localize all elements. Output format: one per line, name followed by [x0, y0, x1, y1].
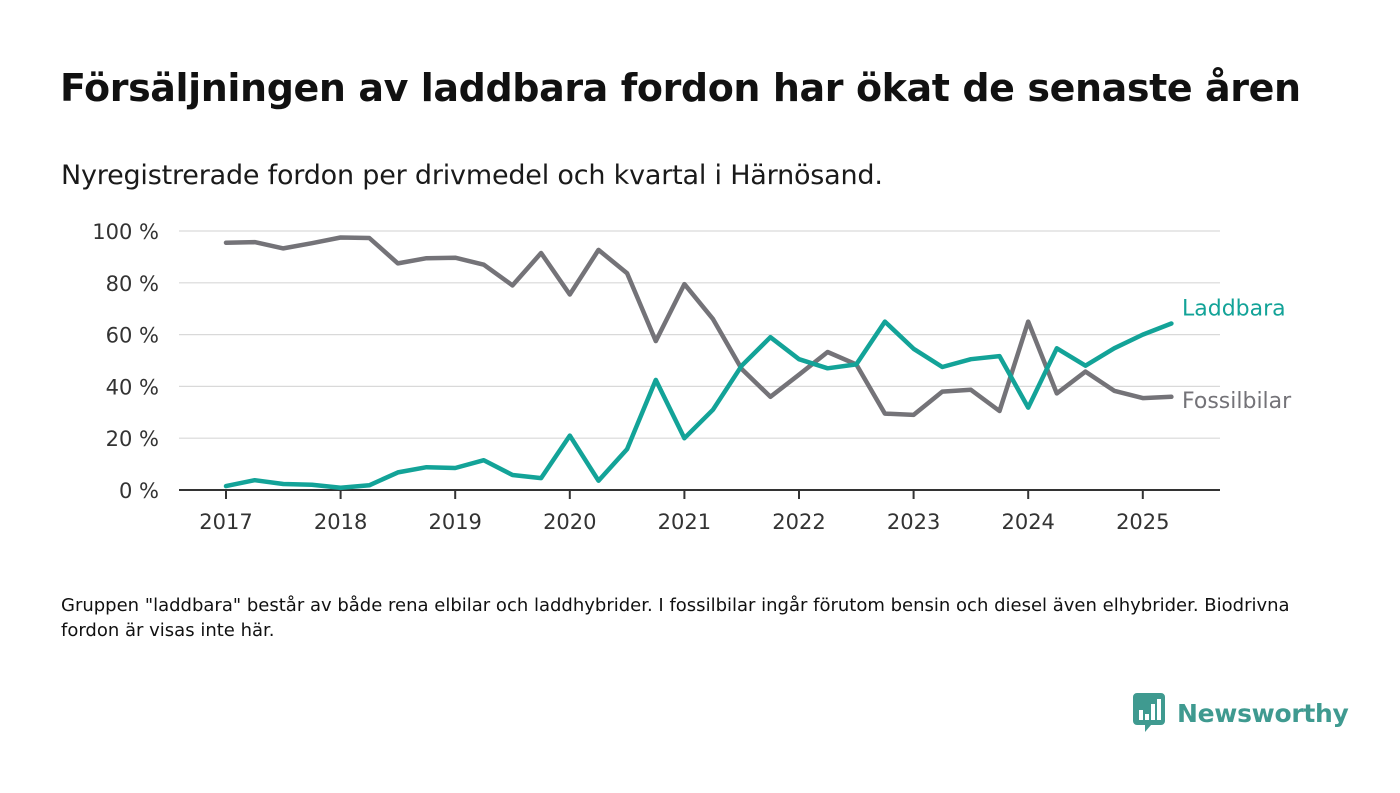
footnote: Gruppen "laddbara" består av både rena e… [61, 595, 1290, 641]
x-tick-label: 2020 [543, 510, 596, 534]
y-tick-label: 60 % [106, 324, 159, 348]
x-axis: 2017 2018 2019 2020 2021 2022 2023 2024 2025 [179, 489, 1220, 534]
x-tick-label: 2022 [772, 510, 825, 534]
series-lines [223, 235, 1174, 490]
series-line-fossilbilar [223, 235, 1174, 418]
x-tick-label: 2023 [887, 510, 940, 534]
brand-name: Newsworthy [1177, 698, 1349, 728]
y-tick-label: 20 % [106, 427, 159, 451]
y-tick-label: 40 % [106, 375, 159, 399]
x-tick-label: 2024 [1001, 510, 1054, 534]
series-labels: Laddbara Fossilbilar [1182, 296, 1292, 413]
y-tick-label: 80 % [106, 272, 159, 296]
series-line-laddbara [223, 319, 1174, 490]
x-tick-label: 2019 [428, 510, 481, 534]
x-tick-label: 2025 [1116, 510, 1169, 534]
series-label-fossilbilar: Fossilbilar [1182, 389, 1292, 414]
bar-chart-icon [1133, 693, 1165, 732]
x-tick-label: 2021 [658, 510, 711, 534]
x-tick-label: 2018 [314, 510, 367, 534]
chart-subtitle: Nyregistrerade fordon per drivmedel och … [61, 160, 883, 191]
brand-logo[interactable]: Newsworthy [1133, 693, 1349, 733]
y-tick-label: 0 % [119, 479, 159, 503]
y-axis: 0 % 20 % 40 % 60 % 80 % 100 % [92, 220, 159, 503]
series-label-laddbara: Laddbara [1182, 296, 1286, 321]
gridlines [179, 230, 1220, 439]
chart-title: Försäljningen av laddbara fordon har öka… [60, 66, 1301, 110]
x-tick-label: 2017 [199, 510, 252, 534]
y-tick-label: 100 % [92, 220, 159, 244]
